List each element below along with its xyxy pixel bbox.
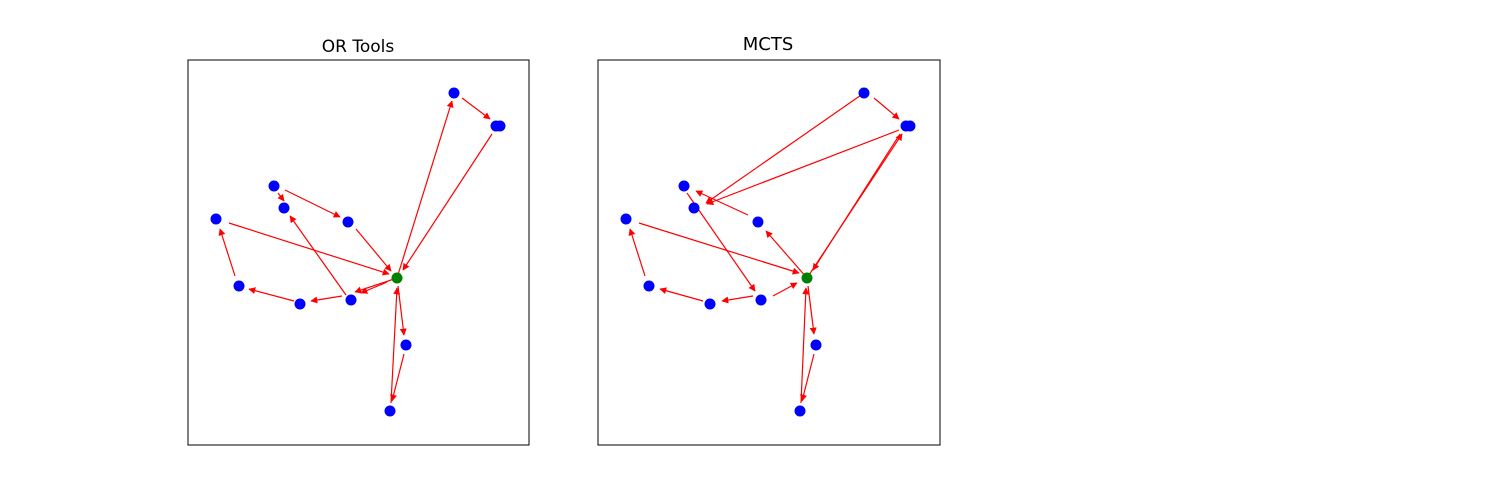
depot-node bbox=[801, 272, 813, 284]
route-arrow bbox=[628, 228, 646, 277]
route-arrow bbox=[638, 222, 800, 275]
customer-node bbox=[858, 87, 870, 99]
route-arrow bbox=[721, 295, 754, 304]
customer-node bbox=[704, 298, 716, 310]
customer-node bbox=[794, 405, 806, 417]
route-arrow bbox=[248, 287, 295, 302]
route-arrow bbox=[396, 100, 454, 279]
panel-or-tools: OR Tools bbox=[187, 37, 530, 446]
customer-node bbox=[210, 213, 222, 225]
route-arrow bbox=[390, 287, 401, 404]
customer-node bbox=[268, 180, 280, 192]
route-arrow bbox=[800, 353, 815, 402]
plot-frame bbox=[597, 59, 941, 446]
route-nodes bbox=[620, 87, 916, 417]
customer-node bbox=[755, 294, 767, 306]
route-edges bbox=[628, 92, 903, 404]
customer-node bbox=[233, 280, 245, 292]
customer-node bbox=[904, 120, 916, 132]
customer-node bbox=[810, 339, 822, 351]
panel-title: MCTS bbox=[743, 34, 794, 55]
route-arrow bbox=[706, 129, 900, 206]
route-arrow bbox=[289, 215, 347, 296]
route-nodes bbox=[210, 87, 506, 417]
customer-node bbox=[494, 120, 506, 132]
customer-node bbox=[400, 339, 412, 351]
route-arrow bbox=[772, 282, 798, 297]
customer-node bbox=[278, 202, 290, 214]
route-arrow bbox=[284, 189, 341, 218]
depot-node bbox=[391, 272, 403, 284]
customer-node bbox=[643, 280, 655, 292]
customer-node bbox=[620, 213, 632, 225]
route-arrow bbox=[390, 353, 405, 402]
route-arrow bbox=[800, 287, 810, 404]
panel-title: OR Tools bbox=[322, 37, 395, 57]
route-arrow bbox=[402, 133, 493, 271]
customer-node bbox=[342, 216, 354, 228]
route-edges bbox=[218, 97, 493, 404]
route-arrow bbox=[461, 97, 491, 120]
route-arrow bbox=[765, 230, 808, 279]
route-arrow bbox=[695, 190, 749, 216]
customer-node bbox=[448, 87, 460, 99]
route-arrow bbox=[355, 228, 392, 272]
customer-node bbox=[678, 180, 690, 192]
route-arrow bbox=[705, 92, 865, 204]
route-arrow bbox=[218, 228, 236, 277]
route-arrow bbox=[277, 192, 285, 202]
customer-node bbox=[384, 405, 396, 417]
plot-frame bbox=[187, 59, 530, 446]
panel-mcts: MCTS bbox=[597, 34, 941, 446]
route-arrow bbox=[310, 295, 343, 304]
customer-node bbox=[345, 294, 357, 306]
customer-node bbox=[294, 298, 306, 310]
customer-node bbox=[752, 216, 764, 228]
route-arrow bbox=[873, 97, 900, 120]
route-arrow bbox=[659, 287, 704, 302]
route-arrow bbox=[228, 222, 390, 276]
customer-node bbox=[688, 202, 700, 214]
route-arrow bbox=[812, 133, 901, 271]
route-arrow bbox=[360, 281, 388, 294]
